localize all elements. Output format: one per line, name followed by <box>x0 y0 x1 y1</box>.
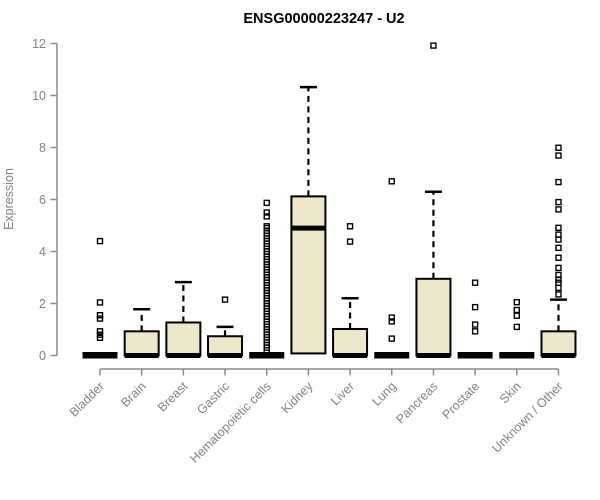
y-tick-label: 6 <box>39 193 46 207</box>
boxplot-unknown-other <box>540 144 577 358</box>
boxplot-brain <box>123 307 160 358</box>
outlier-point <box>555 244 562 252</box>
outlier-point <box>263 199 270 207</box>
box <box>540 330 577 357</box>
outlier-point <box>96 331 104 338</box>
chart-title: ENSG00000223247 - U2 <box>243 11 404 27</box>
boxplot-skin <box>499 299 535 359</box>
y-tick-label: 10 <box>32 89 46 103</box>
box <box>123 330 160 357</box>
y-tick-label: 0 <box>39 349 46 363</box>
box <box>207 335 244 357</box>
outlier-point <box>263 223 270 230</box>
y-tick-label: 2 <box>39 297 46 311</box>
box <box>332 327 369 357</box>
boxplot-gastric <box>207 296 244 358</box>
outlier-point <box>555 231 562 238</box>
outlier-point <box>513 312 520 319</box>
outlier-point <box>555 224 562 232</box>
y-axis-label: Expression <box>2 168 16 230</box>
outlier-point <box>263 209 270 216</box>
outlier-point <box>388 314 395 321</box>
x-category-label-brain: Brain <box>118 379 149 410</box>
x-category-label-prostate: Prostate <box>439 379 482 422</box>
boxplot-bladder <box>82 237 118 359</box>
x-category-label-bladder: Bladder <box>67 379 107 419</box>
box <box>290 195 327 355</box>
x-category-label-hematopoietic-cells: Hematopoietic cells <box>187 379 274 466</box>
outlier-point <box>555 152 562 159</box>
outlier-point <box>555 291 562 298</box>
outlier-point <box>96 328 104 335</box>
outlier-point <box>388 335 395 342</box>
outlier-point <box>221 296 229 303</box>
collapsed-box <box>457 352 493 359</box>
outlier-point <box>346 238 354 245</box>
outlier-point <box>471 303 479 311</box>
outlier-point <box>346 223 354 230</box>
outlier-point <box>96 237 104 245</box>
box <box>165 321 202 357</box>
outlier-point <box>555 284 562 292</box>
plot-area: 0 2 4 6 8 10 12 Bladder Brain Breast GastricHemato… <box>32 37 577 466</box>
x-category-label-unknown-other: Unknown / Other <box>489 379 565 455</box>
outlier-point <box>96 315 104 322</box>
outlier-point <box>555 178 562 186</box>
outlier-point <box>96 312 104 319</box>
boxplot-kidney <box>290 85 327 355</box>
box <box>415 277 452 357</box>
outlier-point <box>388 318 395 325</box>
y-tick-label: 12 <box>32 37 46 51</box>
collapsed-box <box>82 352 118 359</box>
outlier-point <box>263 213 270 220</box>
outlier-point <box>513 323 520 331</box>
outlier-point <box>471 328 479 335</box>
outlier-point <box>471 321 479 328</box>
outlier-point <box>555 254 562 261</box>
boxplot-breast <box>165 280 202 358</box>
x-category-label-lung: Lung <box>369 379 399 409</box>
x-category-label-liver: Liver <box>328 379 357 408</box>
boxplot-prostate <box>457 279 493 359</box>
collapsed-box <box>374 352 410 359</box>
boxplot-liver <box>332 223 369 358</box>
outlier-point <box>555 264 562 272</box>
y-tick-label: 4 <box>39 245 46 259</box>
outlier-point <box>555 198 562 206</box>
outlier-point <box>555 144 562 151</box>
outlier-point <box>513 306 520 314</box>
x-category-label-kidney: Kidney <box>279 379 316 416</box>
x-category-label-pancreas: Pancreas <box>393 379 440 426</box>
outlier-point <box>555 206 562 213</box>
outlier-point <box>96 299 104 306</box>
boxplot-hematopoietic-cells <box>249 199 285 359</box>
outlier-point <box>513 299 520 306</box>
collapsed-box <box>499 352 535 359</box>
x-category-label-breast: Breast <box>155 379 191 415</box>
collapsed-box <box>249 352 285 359</box>
outlier-point <box>388 178 395 185</box>
boxplot-pancreas <box>415 42 452 358</box>
x-category-label-skin: Skin <box>497 379 524 406</box>
y-tick-label: 8 <box>39 141 46 155</box>
outlier-point <box>555 271 562 279</box>
outlier-point <box>430 42 437 49</box>
x-category-label-gastric: Gastric <box>194 379 232 417</box>
boxplot-lung <box>374 178 410 359</box>
outlier-point <box>471 279 479 286</box>
